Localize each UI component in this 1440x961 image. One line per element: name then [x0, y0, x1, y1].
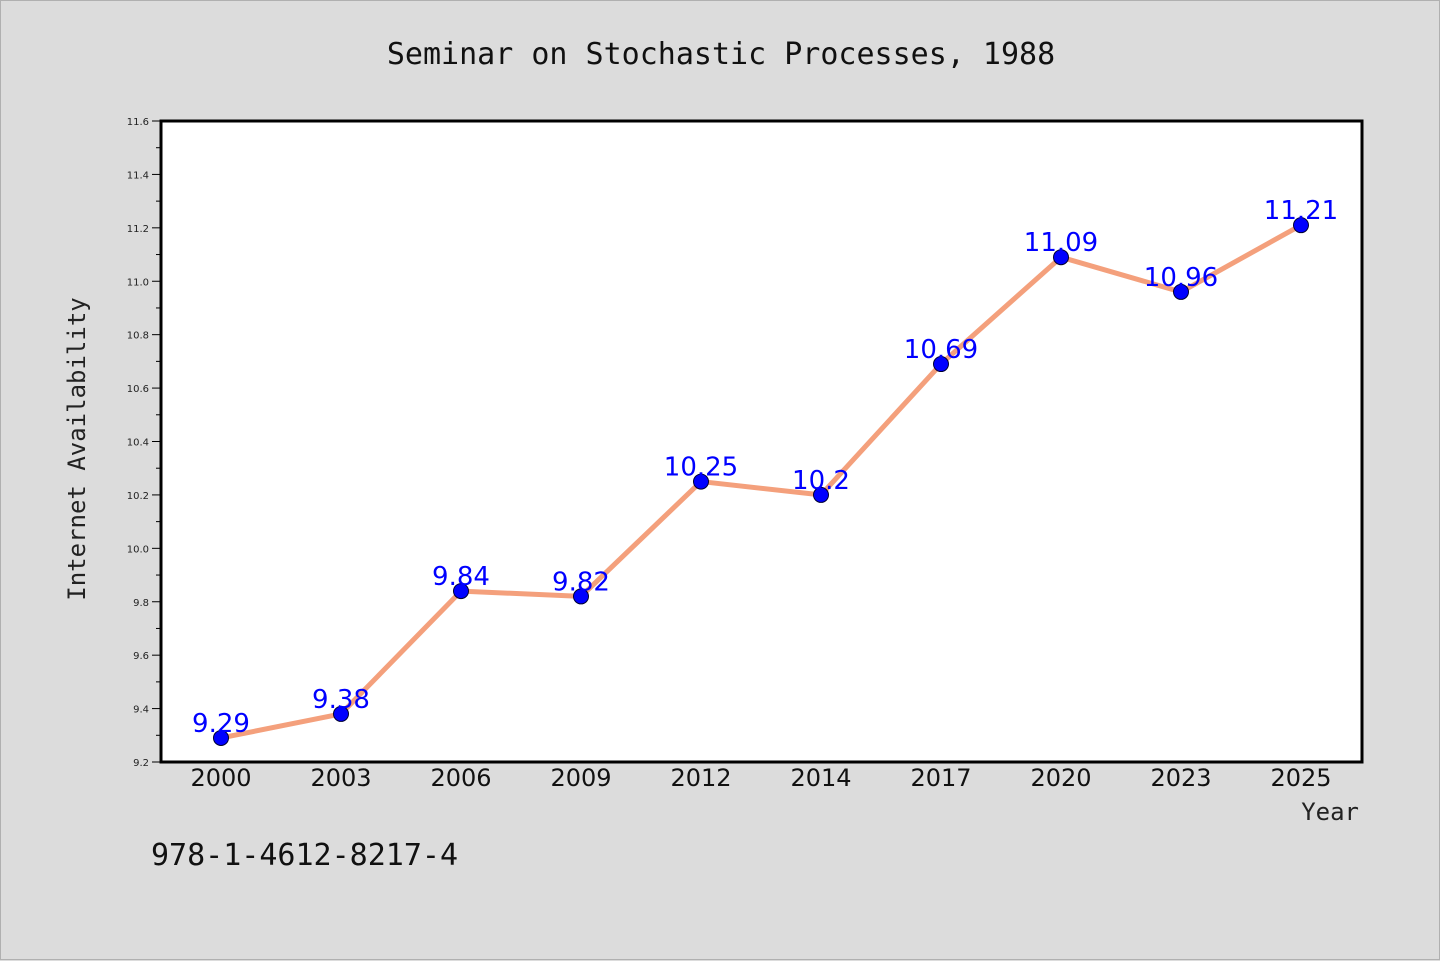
data-label: 9.84: [432, 562, 490, 592]
data-point: [453, 583, 469, 600]
data-point: [573, 588, 589, 605]
x-tick-label: 2003: [310, 764, 371, 792]
y-tick-label: 9.4: [133, 705, 149, 716]
data-point: [1053, 249, 1069, 266]
data-point: [213, 729, 229, 746]
x-axis: 2000 2003 2006 2009 2012 2014 2017 2020 2023 2025: [190, 764, 1331, 792]
footer-isbn: 978-1-4612-8217-4: [151, 838, 458, 873]
series-line: [218, 222, 1304, 741]
y-tick-label: 10.8: [127, 331, 149, 342]
data-point: [1293, 217, 1309, 234]
y-tick-label: 10.2: [127, 491, 149, 502]
data-label: 9.38: [312, 685, 370, 715]
x-tick-label: 2020: [1030, 764, 1091, 792]
x-tick-label: 2014: [790, 764, 851, 792]
y-tick-label: 10.4: [127, 438, 149, 449]
chart-title: Seminar on Stochastic Processes, 1988: [387, 37, 1055, 72]
x-axis-title: Year: [1301, 798, 1359, 826]
data-label: 10.96: [1144, 263, 1218, 293]
data-point: [693, 473, 709, 490]
y-axis: 9.2 9.4 9.6 9.8 10.0 10.2 10.4 10.6 10.8 11.0 11.2…: [127, 117, 161, 769]
x-tick-label: 2017: [910, 764, 971, 792]
x-tick-label: 2025: [1270, 764, 1331, 792]
data-label: 9.82: [552, 567, 610, 597]
data-point: [1173, 283, 1189, 300]
data-label: 10.25: [664, 453, 738, 483]
data-point: [933, 356, 949, 373]
y-tick-label: 10.6: [127, 384, 149, 395]
y-tick-label: 11.2: [127, 224, 149, 235]
data-label: 11.09: [1024, 228, 1098, 258]
x-tick-label: 2000: [190, 764, 251, 792]
y-tick-label: 9.6: [133, 651, 149, 662]
y-tick-label: 11.0: [127, 277, 149, 288]
x-tick-label: 2012: [670, 764, 731, 792]
data-label: 9.29: [192, 709, 250, 739]
plot-area: [159, 119, 1364, 764]
data-point: [813, 486, 829, 503]
series-layer: [213, 217, 1309, 746]
data-point: [333, 705, 349, 722]
data-label: 10.69: [904, 335, 978, 365]
x-tick-label: 2023: [1150, 764, 1211, 792]
y-tick-label: 9.8: [133, 598, 149, 609]
y-tick-label: 9.2: [133, 758, 149, 769]
x-tick-label: 2006: [430, 764, 491, 792]
x-tick-label: 2009: [550, 764, 611, 792]
y-axis-title: Internet Availability: [63, 297, 91, 600]
data-label-layer: 9.29 9.38 9.84 9.82 10.25 10.2 10.69 11.09 10.96…: [192, 196, 1338, 739]
data-label: 11.21: [1264, 196, 1338, 226]
y-tick-label: 10.0: [127, 544, 149, 555]
y-tick-label: 11.6: [127, 117, 149, 128]
y-tick-label: 11.4: [127, 170, 149, 181]
data-label: 10.2: [792, 466, 850, 496]
